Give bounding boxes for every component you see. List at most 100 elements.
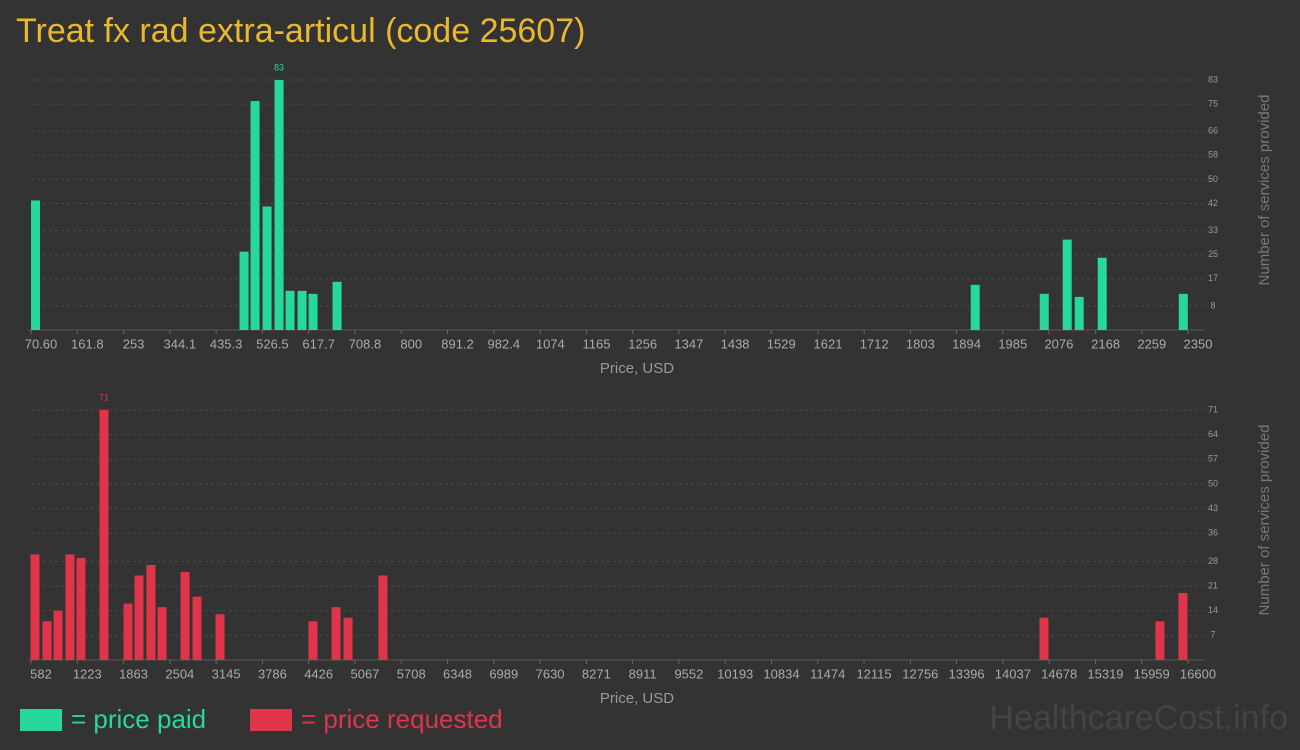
- bar: [308, 621, 318, 660]
- y-tick-label: 33: [1208, 225, 1218, 235]
- x-tick-label: 6989: [489, 666, 518, 681]
- bar: [239, 251, 249, 330]
- bar: [99, 410, 109, 660]
- bar: [42, 621, 52, 660]
- x-tick-label: 6348: [443, 666, 472, 681]
- bar: [180, 571, 190, 660]
- bar: [1062, 239, 1072, 330]
- bar: [262, 206, 272, 330]
- x-tick-label: 5067: [350, 666, 379, 681]
- bar: [1074, 296, 1084, 330]
- x-tick-label: 1803: [906, 336, 935, 351]
- x-tick-label: 582: [30, 666, 52, 681]
- bar: [308, 293, 318, 330]
- bar: [30, 554, 40, 660]
- bar: [134, 575, 144, 660]
- x-tick-label: 2259: [1137, 336, 1166, 351]
- y-tick-label: 66: [1208, 126, 1218, 136]
- y-tick-label: 43: [1208, 503, 1218, 513]
- y-tick-label: 50: [1208, 174, 1218, 184]
- x-tick-label: 982.4: [488, 336, 521, 351]
- x-tick-label: 11474: [810, 666, 845, 681]
- bar: [146, 564, 156, 660]
- x-axis-label: Price, USD: [600, 360, 674, 377]
- bar: [1155, 621, 1165, 660]
- legend-label: = price requested: [301, 704, 503, 734]
- x-tick-label: 1985: [998, 336, 1027, 351]
- x-tick-label: 2076: [1044, 336, 1073, 351]
- x-tick-label: 8271: [582, 666, 611, 681]
- peak-label: 71: [99, 392, 109, 402]
- bar: [343, 617, 353, 660]
- y-tick-label: 36: [1208, 528, 1218, 538]
- x-tick-label: 1074: [536, 336, 565, 351]
- x-tick-label: 1621: [814, 336, 843, 351]
- y-tick-label: 50: [1208, 478, 1218, 488]
- y-tick-label: 42: [1208, 198, 1218, 208]
- y-tick-label: 14: [1208, 605, 1218, 615]
- y-tick-label: 25: [1208, 249, 1218, 259]
- y-axis-label: Number of services provided: [1256, 425, 1273, 616]
- bar: [297, 290, 307, 330]
- x-tick-label: 344.1: [164, 336, 197, 351]
- bar: [53, 610, 63, 660]
- x-tick-label: 1863: [119, 666, 148, 681]
- legend-swatch: [20, 709, 62, 731]
- y-tick-label: 57: [1208, 454, 1218, 464]
- x-tick-label: 526.5: [256, 336, 289, 351]
- y-axis-label: Number of services provided: [1256, 95, 1273, 286]
- x-tick-label: 1223: [73, 666, 102, 681]
- bar: [331, 607, 341, 660]
- peak-label: 83: [274, 62, 284, 72]
- x-tick-label: 800: [400, 336, 422, 351]
- x-tick-label: 1347: [674, 336, 703, 351]
- bar: [970, 284, 980, 330]
- x-tick-label: 7630: [536, 666, 565, 681]
- x-tick-label: 15319: [1087, 666, 1123, 681]
- y-tick-label: 71: [1208, 404, 1218, 414]
- bar: [31, 200, 41, 330]
- x-tick-label: 617.7: [302, 336, 335, 351]
- bar: [1039, 617, 1049, 660]
- bar: [1178, 593, 1188, 660]
- x-tick-label: 16600: [1180, 666, 1216, 681]
- y-tick-label: 17: [1208, 273, 1218, 283]
- legend-swatch: [250, 709, 292, 731]
- bar: [332, 281, 342, 330]
- y-tick-label: 7: [1210, 630, 1215, 640]
- bar: [1097, 257, 1107, 330]
- x-tick-label: 1712: [860, 336, 889, 351]
- y-tick-label: 21: [1208, 580, 1218, 590]
- x-tick-label: 10834: [763, 666, 799, 681]
- bar: [123, 603, 133, 660]
- x-tick-label: 3786: [258, 666, 287, 681]
- x-tick-label: 12756: [902, 666, 938, 681]
- bar: [65, 554, 75, 660]
- x-tick-label: 708.8: [349, 336, 382, 351]
- bar: [1039, 293, 1049, 330]
- x-tick-label: 2168: [1091, 336, 1120, 351]
- x-tick-label: 12115: [856, 666, 891, 681]
- watermark: HealthcareCost.info: [989, 699, 1288, 737]
- bar: [285, 290, 295, 330]
- bar: [378, 575, 388, 660]
- y-tick-label: 8: [1210, 300, 1215, 310]
- x-tick-label: 161.8: [71, 336, 104, 351]
- bar: [1178, 293, 1188, 330]
- x-tick-label: 15959: [1134, 666, 1170, 681]
- legend-label: = price paid: [71, 704, 206, 734]
- x-tick-label: 4426: [304, 666, 333, 681]
- x-tick-label: 253: [123, 336, 145, 351]
- x-tick-label: 1438: [721, 336, 750, 351]
- bar: [192, 596, 202, 660]
- y-tick-label: 64: [1208, 429, 1218, 439]
- x-tick-label: 1165: [583, 336, 611, 351]
- x-tick-label: 2504: [165, 666, 194, 681]
- x-tick-label: 5708: [397, 666, 426, 681]
- bar: [274, 80, 284, 330]
- x-tick-label: 2350: [1184, 336, 1213, 351]
- x-tick-label: 3145: [212, 666, 241, 681]
- bar: [215, 614, 225, 660]
- y-tick-label: 58: [1208, 150, 1218, 160]
